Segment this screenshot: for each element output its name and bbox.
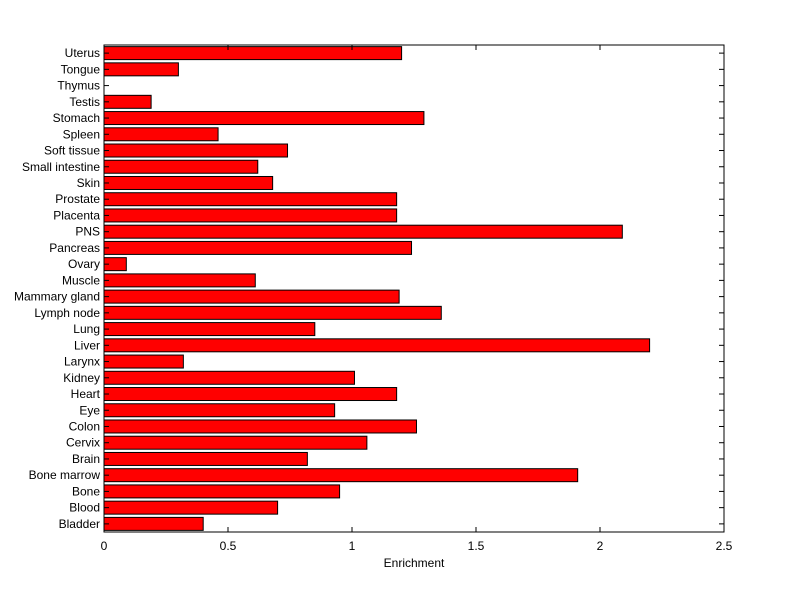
- bar-lymph-node: [103, 305, 442, 320]
- y-tick-label: Ovary: [68, 257, 100, 271]
- y-tick-label: Mammary gland: [14, 290, 100, 304]
- axis-labels: Bladder Blood Bone Bone marrow Brain Cervix Co…: [14, 46, 733, 553]
- x-tick-label: 0.5: [220, 539, 237, 553]
- bar-eye: [103, 403, 336, 418]
- y-tick-label: Small intestine: [22, 160, 100, 174]
- y-tick-label: Spleen: [63, 127, 100, 141]
- y-tick-label: Brain: [72, 452, 100, 466]
- y-tick-label: Bladder: [59, 517, 100, 531]
- y-tick-label: Testis: [69, 95, 100, 109]
- bar-skin: [103, 175, 274, 190]
- bars: [103, 46, 651, 531]
- y-tick-label: PNS: [75, 225, 100, 239]
- bar-mammary-gland: [103, 289, 400, 304]
- y-tick-label: Bone marrow: [29, 468, 101, 482]
- bar-tongue: [103, 62, 179, 77]
- x-tick-label: 2.5: [716, 539, 733, 553]
- x-axis-label: Enrichment: [384, 556, 445, 570]
- bar-colon: [103, 419, 417, 434]
- y-tick-label: Cervix: [66, 436, 100, 450]
- bar-pancreas: [103, 240, 413, 255]
- y-tick-label: Kidney: [63, 371, 100, 385]
- y-tick-label: Lymph node: [34, 306, 100, 320]
- y-tick-label: Liver: [74, 338, 100, 352]
- bar-bone: [103, 484, 341, 499]
- y-tick-label: Muscle: [62, 273, 100, 287]
- y-tick-label: Blood: [69, 501, 100, 515]
- y-tick-label: Eye: [79, 403, 100, 417]
- bar-lung: [103, 322, 316, 337]
- bar-small-intestine: [103, 159, 259, 174]
- x-tick-label: 1: [349, 539, 356, 553]
- bar-liver: [103, 338, 651, 353]
- y-tick-label: Soft tissue: [44, 144, 100, 158]
- bar-uterus: [103, 46, 403, 61]
- y-tick-label: Placenta: [53, 208, 100, 222]
- bar-placenta: [103, 208, 398, 223]
- plot-frame: [103, 44, 725, 533]
- bar-muscle: [103, 273, 256, 288]
- y-tick-label: Tongue: [61, 62, 101, 76]
- bar-heart: [103, 387, 398, 402]
- bar-blood: [103, 500, 279, 515]
- bar-kidney: [103, 370, 355, 385]
- x-tick-label: 1.5: [468, 539, 485, 553]
- y-tick-label: Pancreas: [49, 241, 100, 255]
- y-tick-label: Uterus: [65, 46, 100, 60]
- y-tick-label: Thymus: [57, 79, 100, 93]
- bar-brain: [103, 451, 308, 466]
- bar-spleen: [103, 127, 219, 142]
- y-tick-label: Stomach: [53, 111, 100, 125]
- y-tick-label: Prostate: [55, 192, 100, 206]
- bar-larynx: [103, 354, 184, 369]
- x-tick-label: 2: [597, 539, 604, 553]
- y-tick-label: Heart: [71, 387, 101, 401]
- y-tick-label: Bone: [72, 484, 100, 498]
- bar-pns: [103, 224, 623, 239]
- y-tick-label: Larynx: [64, 355, 100, 369]
- bar-soft-tissue: [103, 143, 289, 158]
- bar-stomach: [103, 111, 425, 126]
- y-tick-label: Lung: [73, 322, 100, 336]
- x-tick-label: 0: [101, 539, 108, 553]
- bar-testis: [103, 94, 152, 109]
- y-tick-label: Skin: [77, 176, 100, 190]
- bar-cervix: [103, 435, 368, 450]
- bar-bladder: [103, 516, 204, 531]
- bar-prostate: [103, 192, 398, 207]
- y-tick-label: Colon: [69, 419, 100, 433]
- bar-bone-marrow: [103, 468, 579, 483]
